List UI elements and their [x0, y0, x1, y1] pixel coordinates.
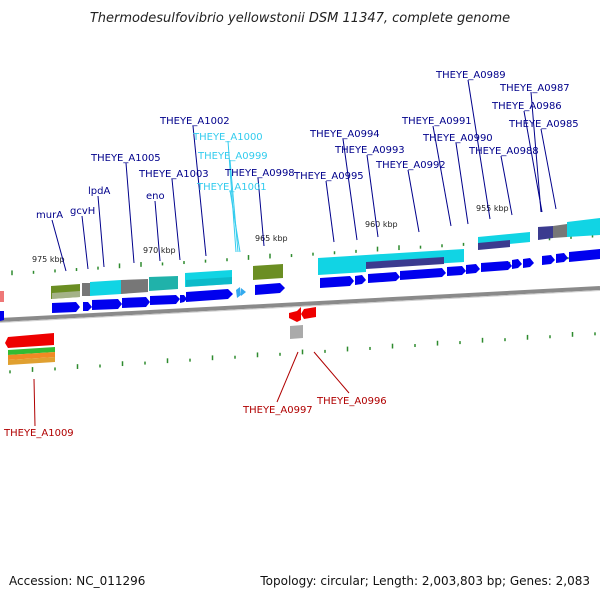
- cog-block: [366, 257, 444, 269]
- gene-label: THEYE_A0999: [197, 151, 268, 162]
- backbone: [0, 286, 600, 323]
- cog-block: [538, 226, 553, 240]
- cog-block: [52, 291, 80, 299]
- forward-gene: [368, 272, 400, 283]
- reverse-gene: [8, 352, 55, 360]
- forward-gene: [122, 297, 150, 308]
- gene-label: THEYE_A0997: [242, 405, 313, 416]
- gene-label: THEYE_A1000: [192, 132, 263, 143]
- reverse-gene: [289, 307, 301, 322]
- cog-block: [149, 276, 178, 291]
- gene-label: THEYE_A0998: [224, 168, 295, 179]
- forward-gene: [236, 287, 241, 298]
- forward-gene: [92, 299, 122, 310]
- scale-label: 975 kbp: [32, 255, 65, 264]
- gene-label: THEYE_A0994: [309, 129, 380, 140]
- gene-label: THEYE_A0986: [491, 101, 562, 112]
- cog-block: [82, 283, 90, 296]
- reverse-gene: [8, 357, 55, 365]
- cog-block: [567, 218, 600, 237]
- forward-gene: [569, 249, 600, 262]
- gene-label: THEYE_A0992: [375, 160, 446, 171]
- topology-text: Topology: circular; Length: 2,003,803 bp…: [260, 574, 590, 588]
- cog-block: [0, 291, 4, 302]
- forward-gene: [542, 255, 555, 265]
- forward-gene: [481, 261, 512, 272]
- gene-label: THEYE_A0996: [316, 396, 387, 407]
- forward-gene: [556, 253, 568, 263]
- gene-labels-cyan: THEYE_A1000 THEYE_A0999 THEYE_A1001: [192, 132, 268, 193]
- forward-gene: [0, 311, 4, 321]
- gene-label: THEYE_A1005: [90, 153, 161, 164]
- cog-block: [186, 277, 232, 287]
- forward-gene: [523, 258, 534, 268]
- cog-track: [0, 218, 600, 302]
- gene-labels-reverse: THEYE_A0997 THEYE_A0996 THEYE_A1009: [3, 396, 387, 439]
- gene-label: THEYE_A1002: [159, 116, 230, 127]
- forward-gene-small: [236, 287, 246, 298]
- gene-label: murA: [36, 210, 63, 221]
- gene-label: THEYE_A1003: [138, 169, 209, 180]
- cog-block: [253, 264, 283, 280]
- gene-labels-forward: murA gcvH lpdA THEYE_A1005 eno THEYE_A10…: [36, 70, 579, 221]
- accession-text: Accession: NC_011296: [9, 574, 146, 588]
- reverse-gene: [301, 307, 316, 319]
- gene-label: eno: [146, 191, 165, 202]
- cog-block: [318, 255, 366, 275]
- gene-label: gcvH: [70, 206, 95, 217]
- gene-label: THEYE_A1001: [196, 182, 267, 193]
- forward-gene: [83, 302, 92, 311]
- forward-gene: [466, 264, 480, 274]
- leader-lines: [33, 79, 557, 427]
- forward-gene: [320, 276, 354, 288]
- forward-gene: [180, 295, 187, 303]
- scale-label: 960 kbp: [365, 220, 398, 229]
- gene-label: THEYE_A0987: [499, 83, 570, 94]
- scale-label: 955 kbp: [476, 204, 509, 213]
- scale-label: 965 kbp: [255, 234, 288, 243]
- forward-gene: [447, 266, 466, 276]
- cog-block: [478, 240, 510, 250]
- forward-gene: [150, 295, 180, 305]
- gene-label: THEYE_A1009: [3, 428, 74, 439]
- gene-label: THEYE_A0985: [508, 119, 579, 130]
- forward-gene: [400, 268, 446, 280]
- reverse-gene: [5, 333, 54, 348]
- cog-block: [90, 280, 121, 296]
- forward-gene-track: [0, 249, 600, 321]
- forward-gene: [186, 289, 233, 302]
- reverse-gene-track: [5, 307, 316, 365]
- gene-label: THEYE_A0990: [422, 133, 493, 144]
- map-title: Thermodesulfovibrio yellowstonii DSM 113…: [90, 11, 510, 26]
- gene-label: THEYE_A0989: [435, 70, 506, 81]
- gene-label: lpdA: [88, 186, 110, 197]
- cog-block: [121, 279, 148, 294]
- reverse-gene: [8, 347, 55, 355]
- gene-label: THEYE_A0991: [401, 116, 472, 127]
- forward-gene: [355, 275, 366, 285]
- forward-gene: [52, 302, 80, 313]
- reverse-gene: [290, 325, 303, 339]
- lower-tick-track: [9, 331, 596, 374]
- forward-gene: [512, 259, 522, 269]
- forward-gene: [255, 283, 285, 295]
- gene-label: THEYE_A0995: [293, 171, 364, 182]
- cog-block: [553, 224, 567, 238]
- gene-label: THEYE_A0988: [468, 146, 539, 157]
- forward-gene: [241, 288, 246, 296]
- gene-label: THEYE_A0993: [334, 145, 405, 156]
